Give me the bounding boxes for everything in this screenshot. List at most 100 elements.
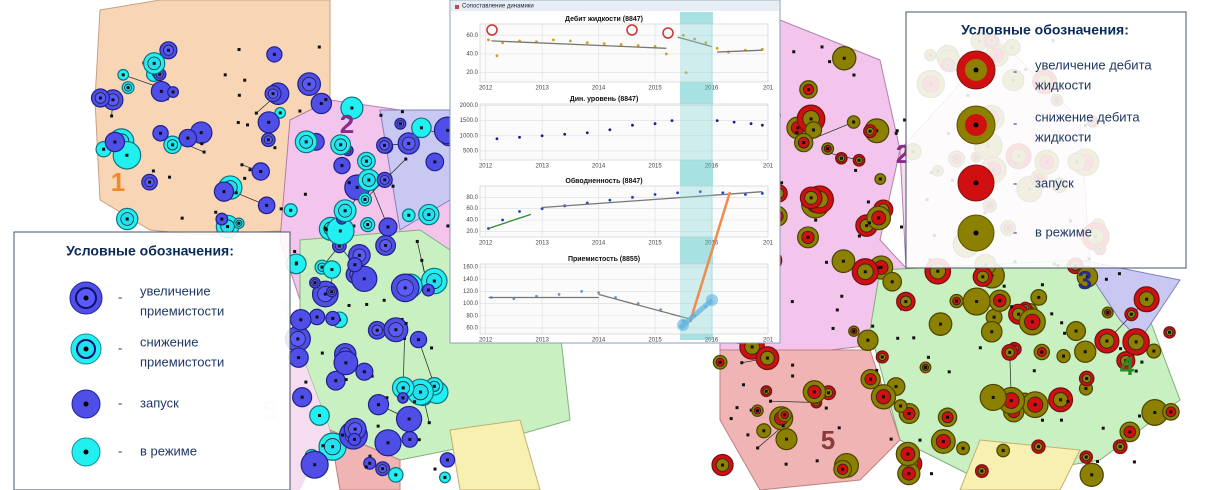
well-point	[344, 361, 348, 365]
well-point	[926, 355, 930, 359]
well-point	[430, 346, 434, 350]
x-tick-label: 2013	[535, 164, 549, 170]
well-point	[812, 390, 816, 394]
well-point	[324, 98, 328, 102]
legend-right: Условные обозначения: - увеличение дебита…	[905, 11, 1187, 269]
well-point	[347, 181, 351, 185]
well-point	[320, 265, 324, 269]
well-point	[432, 384, 436, 388]
well-point	[113, 140, 117, 144]
point	[495, 137, 499, 141]
well-point	[151, 169, 155, 173]
point	[684, 71, 688, 75]
well-point	[296, 337, 300, 341]
well-point	[1134, 369, 1138, 373]
legend-label: запуск	[1035, 175, 1074, 190]
well-point	[386, 225, 390, 229]
legend-dash: -	[118, 443, 122, 458]
well-point	[1037, 295, 1041, 299]
well-point	[781, 424, 785, 428]
x-tick-label: 2016	[705, 338, 719, 344]
well-point	[223, 73, 227, 77]
point	[495, 54, 499, 58]
trend-line	[677, 36, 712, 48]
well-point	[304, 140, 308, 144]
well-point	[1008, 350, 1012, 354]
well-point	[941, 439, 945, 443]
well-point	[831, 326, 835, 330]
well-point	[936, 269, 940, 273]
point	[636, 44, 640, 47]
legend-symbol	[83, 295, 89, 301]
x-tick-label: 2016	[705, 164, 719, 170]
well-point	[1124, 359, 1128, 363]
trend-line	[491, 40, 667, 49]
legend-label: запуск	[140, 395, 179, 410]
well-point	[791, 374, 795, 378]
x-tick-label: 2014	[592, 338, 606, 344]
zone-label: 1	[111, 167, 125, 197]
well-point	[877, 266, 881, 270]
well-point	[344, 378, 348, 382]
well-point	[750, 345, 754, 349]
point	[518, 210, 521, 213]
well-point	[1033, 403, 1037, 407]
well-point	[408, 437, 412, 441]
well-point	[746, 433, 750, 437]
legend-label: жидкости	[1035, 129, 1091, 144]
well-point	[1127, 359, 1131, 363]
well-point	[293, 249, 297, 253]
plot-area	[479, 103, 769, 161]
well-point	[1085, 275, 1089, 279]
well-point	[379, 113, 383, 117]
y-tick-label: 60.0	[466, 33, 478, 39]
marker-ring	[486, 24, 498, 36]
well-point	[159, 89, 163, 93]
marker-ring	[677, 319, 689, 331]
well-point	[1063, 331, 1067, 335]
well-point	[391, 184, 395, 188]
well-point	[427, 213, 431, 217]
zone	[449, 419, 541, 490]
well-point	[386, 441, 390, 445]
legend-symbol	[83, 449, 89, 455]
well-point	[825, 260, 829, 264]
well-point	[313, 281, 317, 285]
well-point	[1060, 321, 1064, 325]
well-point	[331, 316, 335, 320]
x-tick-label: 2015	[648, 164, 662, 170]
well-point	[815, 459, 819, 463]
well-point	[186, 136, 190, 140]
well-point	[446, 128, 450, 132]
well-point	[1059, 418, 1063, 422]
point	[518, 135, 521, 139]
well-point	[852, 73, 856, 77]
well-point	[368, 461, 372, 465]
well-point	[839, 156, 843, 160]
legend-label: жидкости	[1035, 77, 1091, 92]
point	[619, 43, 623, 46]
well-point	[375, 328, 379, 332]
well-point	[382, 143, 386, 147]
well-point	[756, 446, 760, 450]
x-tick-label: 2012	[479, 241, 493, 247]
legend-title: Условные обозначения:	[66, 243, 234, 259]
y-tick-label: 1500.0	[460, 118, 479, 124]
well-point	[718, 360, 722, 364]
trend-line	[598, 293, 690, 320]
well-point	[809, 117, 813, 121]
well-point	[904, 300, 908, 304]
well-point	[992, 315, 996, 319]
legend-title: Условные обозначения:	[961, 22, 1129, 38]
well-point	[783, 413, 787, 417]
well-point	[341, 433, 345, 437]
point	[653, 45, 657, 48]
well-point	[721, 463, 725, 467]
well-point	[125, 153, 129, 157]
well-point	[404, 157, 408, 161]
y-tick-label: 80.0	[466, 195, 478, 201]
well-point	[254, 111, 258, 115]
zone-label: 2	[340, 109, 354, 139]
legend-symbol	[973, 180, 979, 186]
